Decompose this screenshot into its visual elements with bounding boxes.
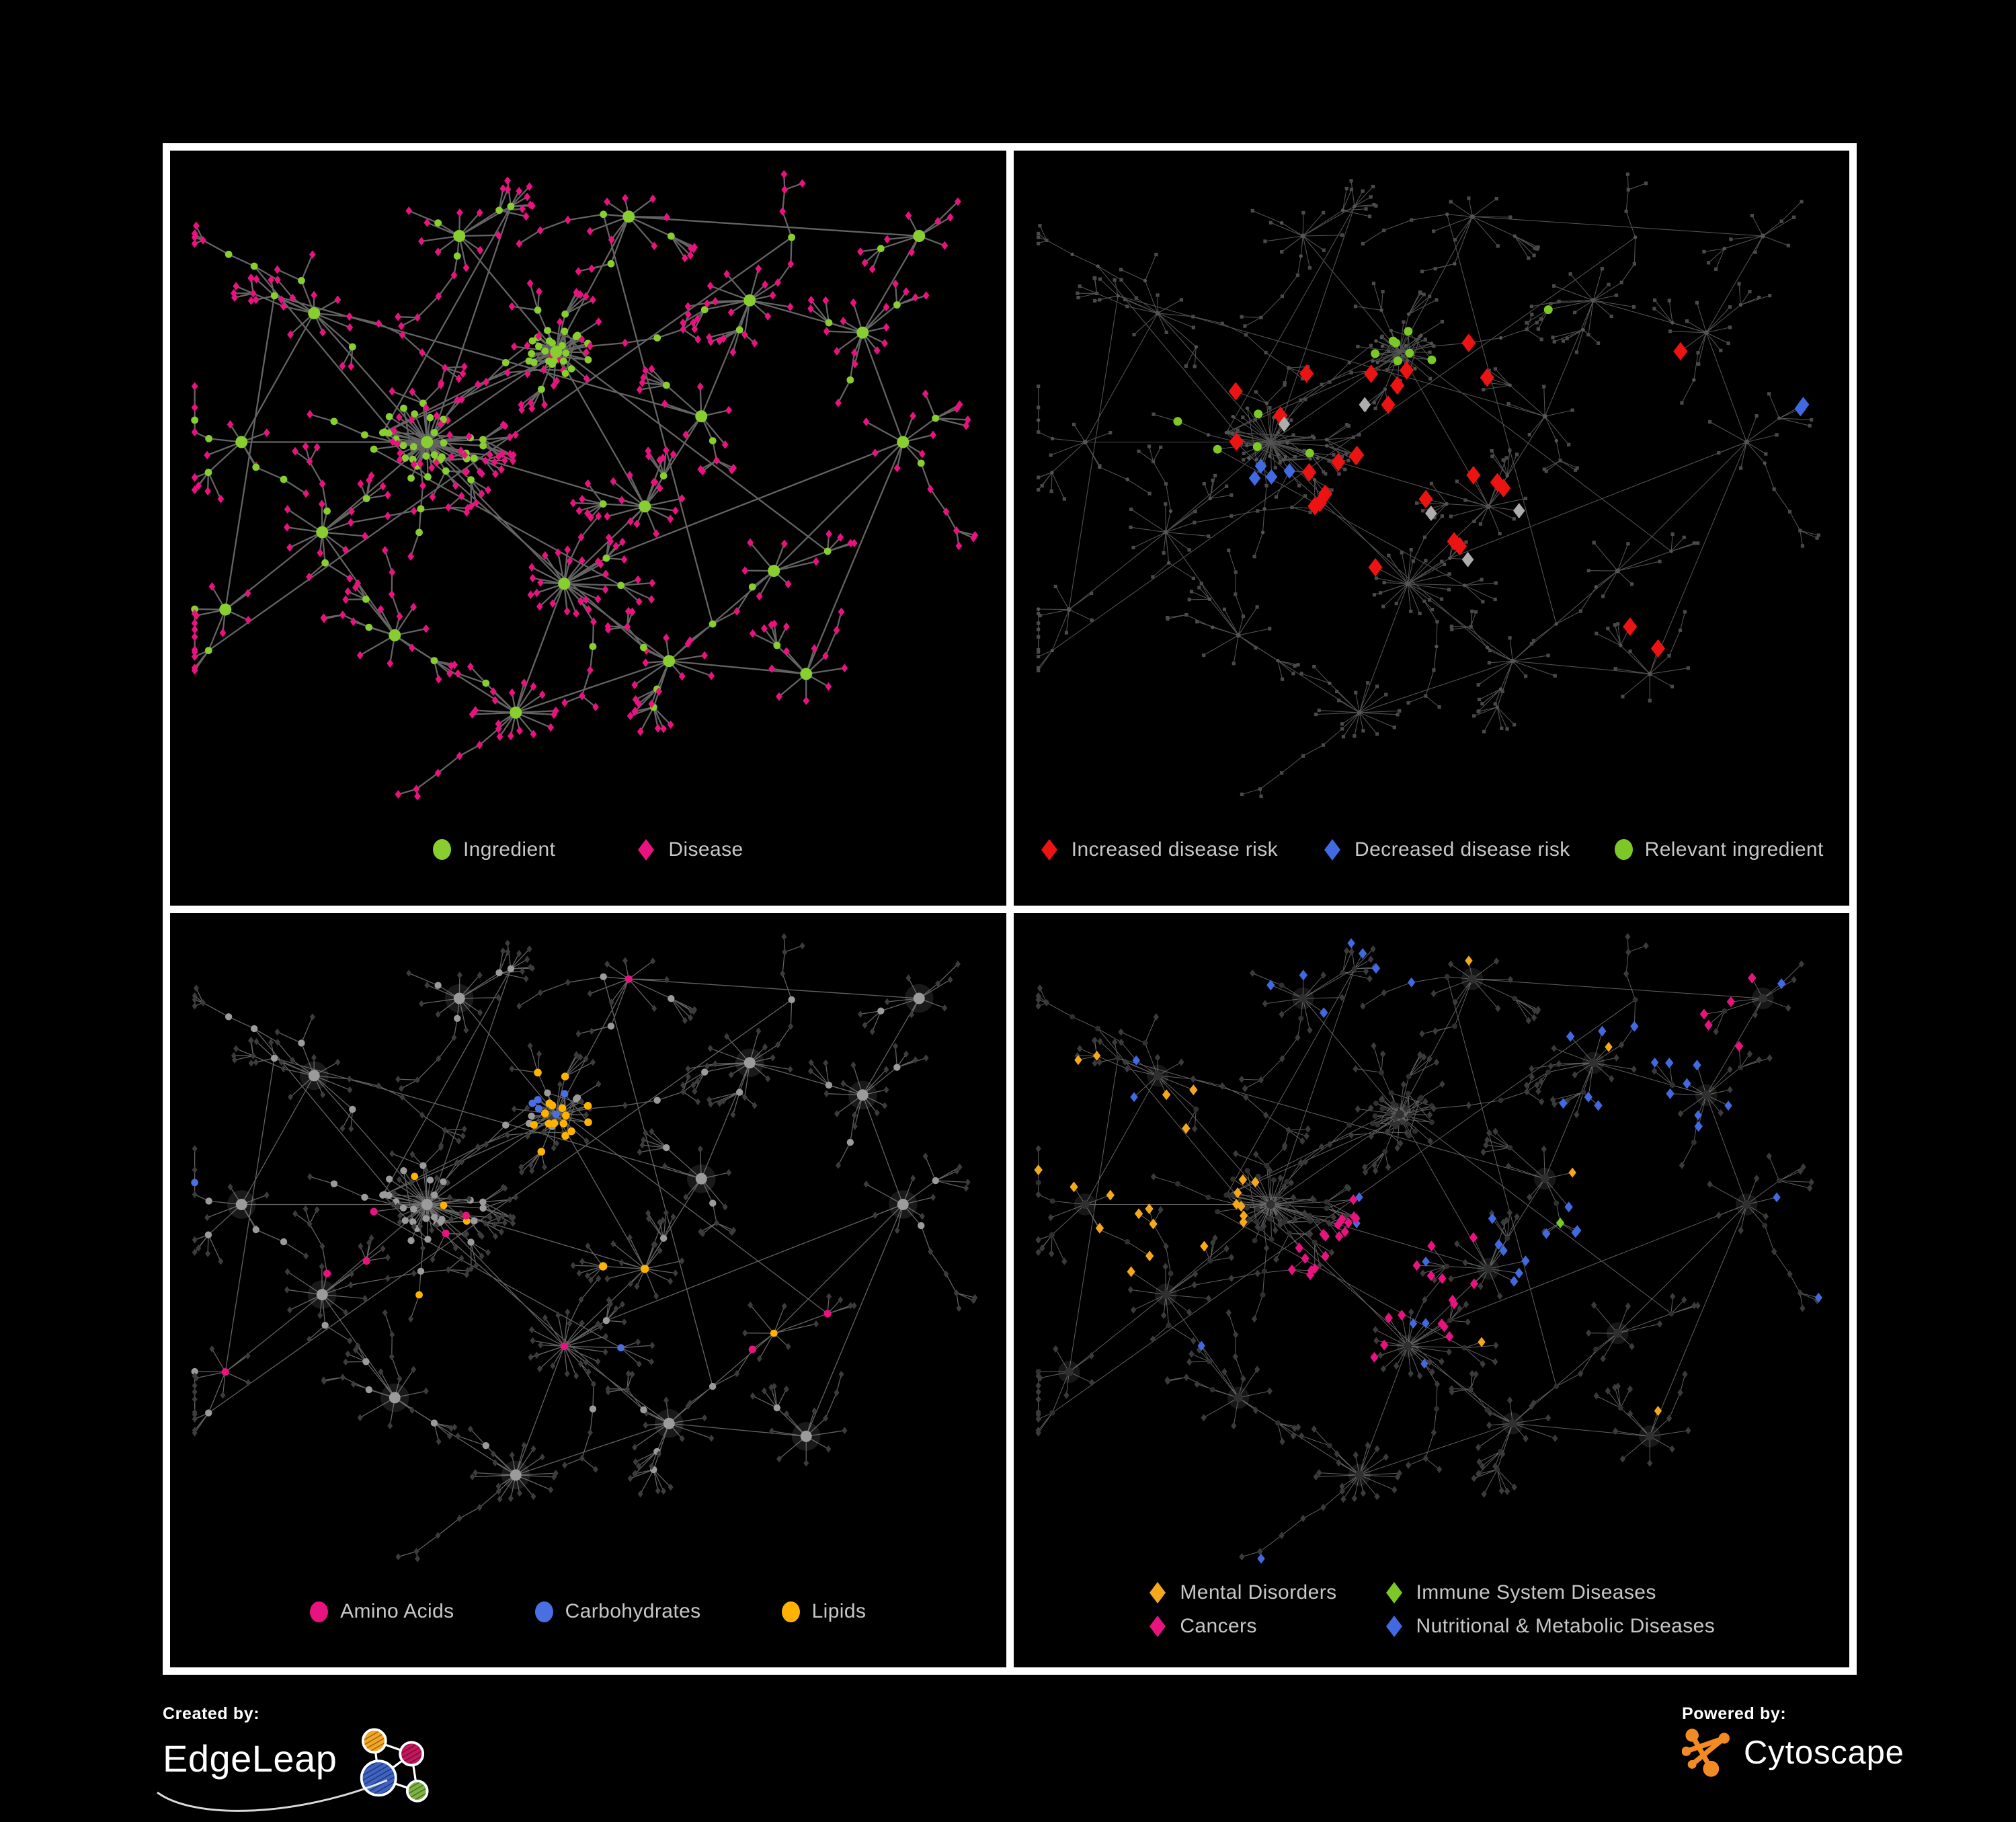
legend-label: Immune System Diseases bbox=[1416, 1581, 1656, 1604]
legend-mental-disorders-marker-icon bbox=[1147, 1581, 1168, 1604]
legend-item-nutrient-classes-0: Amino Acids bbox=[310, 1600, 454, 1623]
legend-decreased-disease-risk-marker-icon bbox=[1322, 838, 1342, 861]
panels-grid: Ingredient Disease Increased disease risk… bbox=[163, 143, 1857, 1675]
legend-item-nutrient-classes-1: Carbohydrates bbox=[535, 1600, 701, 1623]
legend-label: Mental Disorders bbox=[1180, 1581, 1336, 1604]
legend-item-ingredient-disease-0: Ingredient bbox=[433, 838, 555, 861]
legend-label: Increased disease risk bbox=[1072, 838, 1278, 861]
disease-classes-legend: Mental Disorders Immune System Diseases Ca… bbox=[1014, 1575, 1850, 1668]
nutrient-classes-network bbox=[170, 913, 1006, 1575]
legend-ingredient-marker-icon bbox=[433, 839, 451, 860]
legend-item-disease-classes-2: Cancers bbox=[1147, 1615, 1336, 1638]
legend-label: Cancers bbox=[1180, 1615, 1257, 1638]
legend-amino-acids-marker-icon bbox=[310, 1601, 328, 1622]
legend-label: Ingredient bbox=[463, 838, 555, 861]
legend-item-disease-risk-2: Relevant ingredient bbox=[1615, 838, 1824, 861]
legend-label: Disease bbox=[668, 838, 743, 861]
legend-nutritional-metabolic-diseases-marker-icon bbox=[1384, 1615, 1404, 1638]
nutrient-classes-legend: Amino Acids Carbohydrates Lipids bbox=[170, 1575, 1006, 1668]
panel-disease-risk: Increased disease risk Decreased disease … bbox=[1014, 151, 1850, 906]
legend-item-disease-classes-1: Immune System Diseases bbox=[1384, 1581, 1716, 1604]
legend-relevant-ingredient-marker-icon bbox=[1615, 839, 1633, 860]
edgeleap-brand-text: EdgeLeap bbox=[163, 1740, 337, 1778]
powered-by-lockup: Powered by: Cytoscape bbox=[1682, 1704, 1904, 1779]
cytoscape-logo-icon bbox=[1682, 1727, 1734, 1779]
legend-lipids-marker-icon bbox=[782, 1601, 800, 1622]
legend-item-nutrient-classes-2: Lipids bbox=[782, 1600, 866, 1623]
cytoscape-brand-text: Cytoscape bbox=[1744, 1734, 1904, 1772]
legend-label: Lipids bbox=[812, 1600, 866, 1623]
legend-carbohydrates-marker-icon bbox=[535, 1601, 553, 1622]
ingredient-disease-network bbox=[170, 151, 1006, 813]
powered-by-label: Powered by: bbox=[1682, 1704, 1904, 1724]
edgeleap-logo-icon bbox=[337, 1725, 438, 1814]
legend-increased-disease-risk-marker-icon bbox=[1039, 838, 1059, 861]
legend-disease-marker-icon bbox=[636, 838, 656, 861]
panel-ingredient-disease: Ingredient Disease bbox=[170, 151, 1006, 906]
legend-label: Carbohydrates bbox=[565, 1600, 701, 1623]
panel-nutrient-classes: Amino Acids Carbohydrates Lipids bbox=[170, 913, 1006, 1668]
legend-label: Amino Acids bbox=[340, 1600, 454, 1623]
legend-item-disease-risk-0: Increased disease risk bbox=[1039, 838, 1278, 861]
disease-classes-network bbox=[1014, 913, 1850, 1575]
created-by-label: Created by: bbox=[163, 1704, 438, 1724]
legend-immune-system-diseases-marker-icon bbox=[1384, 1581, 1404, 1604]
legend-item-ingredient-disease-1: Disease bbox=[636, 838, 743, 861]
footer: Created by: EdgeLeap bbox=[0, 1675, 2016, 1820]
legend-item-disease-classes-3: Nutritional & Metabolic Diseases bbox=[1384, 1615, 1716, 1638]
legend-item-disease-risk-1: Decreased disease risk bbox=[1322, 838, 1570, 861]
legend-label: Nutritional & Metabolic Diseases bbox=[1416, 1615, 1716, 1638]
legend-label: Decreased disease risk bbox=[1355, 838, 1570, 861]
disease-risk-legend: Increased disease risk Decreased disease … bbox=[1014, 813, 1850, 906]
legend-cancers-marker-icon bbox=[1147, 1615, 1168, 1638]
disease-risk-network bbox=[1014, 151, 1850, 813]
legend-label: Relevant ingredient bbox=[1645, 838, 1824, 861]
legend-item-disease-classes-0: Mental Disorders bbox=[1147, 1581, 1336, 1604]
ingredient-disease-legend: Ingredient Disease bbox=[170, 813, 1006, 906]
panel-disease-classes: Mental Disorders Immune System Diseases Ca… bbox=[1014, 913, 1850, 1668]
created-by-lockup: Created by: EdgeLeap bbox=[163, 1704, 438, 1814]
